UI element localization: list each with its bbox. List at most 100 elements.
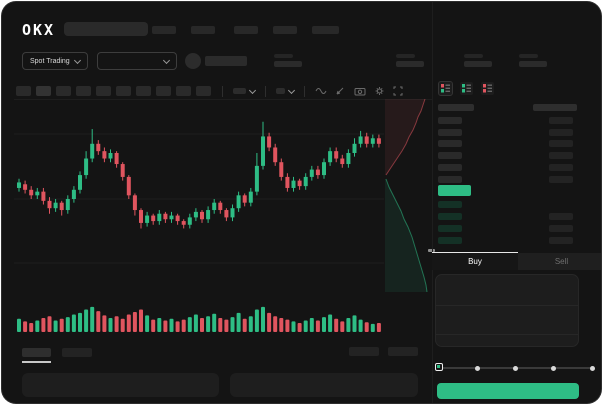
search-input[interactable] <box>64 22 148 36</box>
orderbook <box>432 101 601 251</box>
nav-item-4[interactable] <box>273 26 297 34</box>
nav-item-3[interactable] <box>234 26 258 34</box>
interval-chip-5[interactable] <box>96 86 111 96</box>
depth-chart[interactable] <box>385 99 435 292</box>
amount-placeholder <box>549 140 573 148</box>
interval-chip-1[interactable] <box>16 86 31 96</box>
fullscreen-icon[interactable] <box>393 86 403 96</box>
ask-row-5[interactable] <box>432 163 601 173</box>
interval-chip-9[interactable] <box>176 86 191 96</box>
book-bids-icon[interactable] <box>460 82 473 95</box>
order-form <box>435 274 579 347</box>
settings-icon[interactable] <box>374 86 385 96</box>
nav-item-2[interactable] <box>191 26 215 34</box>
interval-chip-7[interactable] <box>136 86 151 96</box>
pair-dropdown[interactable] <box>97 52 177 70</box>
tab-buy[interactable]: Buy <box>432 253 518 270</box>
volume-chart[interactable] <box>14 302 384 334</box>
amount-placeholder <box>549 175 573 183</box>
slider-handle-fill <box>437 365 440 368</box>
book-both-icon[interactable] <box>438 81 453 96</box>
last-price-marker <box>428 249 435 252</box>
line-wave-icon[interactable] <box>315 86 327 96</box>
price-placeholder <box>438 175 462 183</box>
orderbook-view-switcher <box>438 81 494 96</box>
market-type-label: Spot Trading <box>30 57 70 65</box>
nav-item-1[interactable] <box>152 26 176 34</box>
slider-stop-2[interactable] <box>513 365 518 371</box>
chevron-down-icon <box>73 56 81 64</box>
draw-icon[interactable] <box>335 86 346 96</box>
amount-placeholder <box>549 225 573 232</box>
slider-stop-1[interactable] <box>474 365 480 371</box>
ask-row-3[interactable] <box>432 139 601 149</box>
ask-row-1[interactable] <box>432 116 601 126</box>
price-placeholder <box>438 237 462 244</box>
bottom-action-2[interactable] <box>388 347 418 356</box>
market-type-dropdown[interactable]: Spot Trading <box>22 52 88 70</box>
book-asks-icon[interactable] <box>481 82 494 95</box>
toolbar-divider <box>222 85 223 97</box>
amount-slider[interactable] <box>435 360 595 376</box>
price-placeholder <box>438 104 474 111</box>
bid-row-4[interactable] <box>432 236 601 246</box>
ask-row-4[interactable] <box>432 151 601 161</box>
coin-icon <box>185 53 201 69</box>
amount-placeholder <box>549 152 573 160</box>
bid-row-3[interactable] <box>432 224 601 234</box>
interval-chip-8[interactable] <box>156 86 171 96</box>
interval-chip-3[interactable] <box>56 86 71 96</box>
interval-chip-4[interactable] <box>76 86 91 96</box>
price-input[interactable] <box>436 275 578 306</box>
stat-value-2 <box>396 61 424 67</box>
bottom-action-1[interactable] <box>349 347 379 356</box>
buy-submit-button[interactable] <box>437 383 579 399</box>
ask-row-6[interactable] <box>432 175 601 185</box>
ask-row-2[interactable] <box>432 128 601 138</box>
price-placeholder <box>438 117 462 124</box>
bottom-tab-2[interactable] <box>62 348 92 357</box>
amount-placeholder <box>549 163 573 171</box>
interval-chip-10[interactable] <box>196 86 211 96</box>
toolbar-divider <box>14 99 432 100</box>
slider-stop-4[interactable] <box>589 365 595 371</box>
toolbar-divider <box>304 85 305 97</box>
indicator-icon[interactable] <box>233 86 257 94</box>
total-input[interactable] <box>436 335 578 347</box>
price-placeholder <box>438 225 462 232</box>
candlestick-chart[interactable] <box>14 101 384 297</box>
stat-label-1 <box>274 54 293 58</box>
slider-handle[interactable] <box>435 363 443 371</box>
interval-chip-6[interactable] <box>116 86 131 96</box>
stat-value-1 <box>274 61 302 67</box>
bid-row-2[interactable] <box>432 212 601 222</box>
amount-input[interactable] <box>436 306 578 335</box>
stat-value-4 <box>519 61 547 67</box>
price-placeholder <box>438 152 462 160</box>
tab-sell[interactable]: Sell <box>518 253 601 270</box>
amount-placeholder <box>549 128 573 136</box>
tab-buy-label: Buy <box>468 257 482 266</box>
amount-placeholder <box>549 213 573 220</box>
stat-label-3 <box>464 54 483 58</box>
bottom-tab-1[interactable] <box>22 348 51 357</box>
price-placeholder <box>438 163 462 171</box>
nav-item-5[interactable] <box>312 26 339 34</box>
amount-placeholder <box>533 104 577 111</box>
chart-style-icon[interactable] <box>276 86 296 94</box>
bottom-tab-underline <box>22 361 51 363</box>
slider-stop-3[interactable] <box>551 365 557 371</box>
chart-toolbar <box>16 82 416 100</box>
amount-placeholder <box>549 117 573 124</box>
stat-label-2 <box>396 54 415 58</box>
bid-row-1[interactable] <box>432 200 601 210</box>
price-placeholder <box>438 140 462 148</box>
pair-name-placeholder <box>205 56 247 66</box>
interval-chip-2[interactable] <box>36 86 51 96</box>
camera-icon[interactable] <box>354 86 366 96</box>
last-price-badge <box>438 185 471 196</box>
toolbar-divider <box>265 85 266 97</box>
orderbook-header[interactable] <box>432 103 601 113</box>
